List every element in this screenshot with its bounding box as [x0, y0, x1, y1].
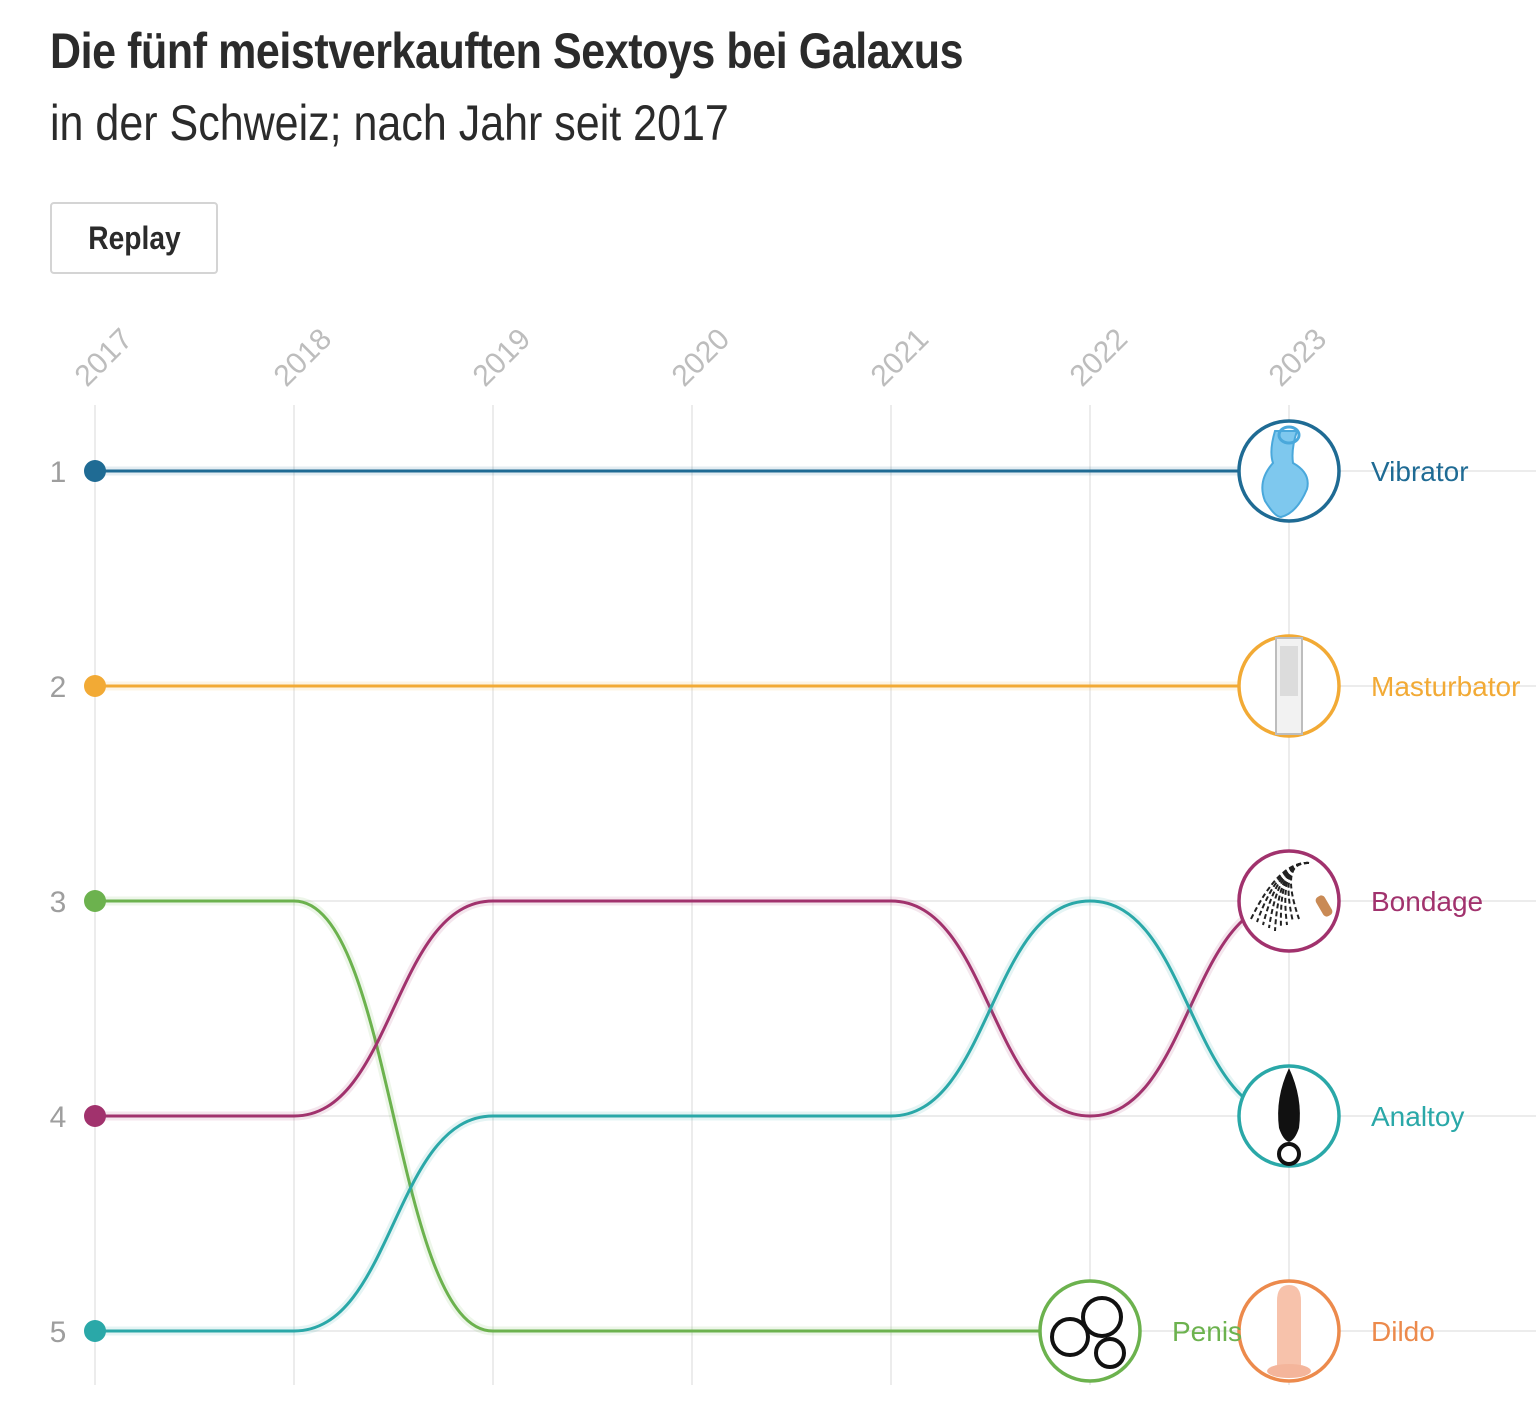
y-tick-2: 2 [50, 671, 67, 704]
y-axis-ticks: 1 2 3 4 5 [50, 456, 67, 1349]
x-tick-2020: 2020 [666, 322, 737, 393]
y-tick-3: 3 [50, 886, 67, 919]
dildo-icon [1237, 1279, 1341, 1383]
ring-0 [1081, 1296, 1123, 1338]
start-dots [84, 460, 106, 1342]
whip-strand [1250, 861, 1310, 920]
series-line-penis [94, 899, 1090, 1333]
series-label-dildo: Dildo [1371, 1316, 1435, 1347]
penis-ring-icon [1038, 1279, 1142, 1383]
x-axis-ticks: 2017 2018 2019 2020 2021 2022 2023 [69, 322, 1334, 393]
vibrator-shape [1261, 430, 1309, 519]
series-label-masturbator: Masturbator [1371, 671, 1520, 702]
anal-plug-icon [1237, 1064, 1341, 1168]
dildo-shaft [1277, 1285, 1301, 1365]
masturbator-texture [1280, 646, 1298, 696]
vibrator-icon [1237, 419, 1341, 523]
series-label-vibrator: Vibrator [1371, 456, 1469, 487]
ring-1 [1050, 1317, 1090, 1357]
whip-strand [1284, 861, 1310, 926]
start-dot-bondage [84, 1105, 106, 1127]
series-line-bondage [95, 899, 1290, 1118]
dildo-base [1267, 1364, 1311, 1378]
vibrator-loop [1277, 425, 1301, 445]
start-dot-vibrator [84, 460, 106, 482]
series-labels: Vibrator Masturbator Penis Bondage Analtoy Di… [1172, 456, 1520, 1347]
end-markers [1038, 419, 1341, 1383]
x-tick-2023: 2023 [1263, 322, 1334, 393]
x-tick-2018: 2018 [268, 322, 339, 393]
whip-strand [1290, 861, 1310, 920]
x-tick-2017: 2017 [69, 322, 140, 393]
chart-subtitle: in der Schweiz; nach Jahr seit 2017 [50, 95, 729, 151]
whip-strand [1287, 861, 1310, 923]
whip-strand [1256, 861, 1310, 923]
ring-2 [1094, 1337, 1126, 1369]
plug-shape [1278, 1068, 1300, 1142]
x-tick-2022: 2022 [1064, 322, 1135, 393]
plug-ring [1277, 1142, 1301, 1166]
masturbator-icon [1237, 634, 1341, 738]
series-label-analtoy: Analtoy [1371, 1101, 1464, 1132]
replay-button-label: Replay [87, 219, 181, 256]
x-tick-2019: 2019 [467, 322, 538, 393]
y-tick-1: 1 [50, 456, 67, 489]
series-label-bondage: Bondage [1371, 886, 1483, 917]
whip-handle [1315, 895, 1333, 917]
whip-icon [1237, 849, 1341, 953]
start-dot-masturbator [84, 675, 106, 697]
start-dot-penis [84, 890, 106, 912]
whip-strand [1279, 861, 1310, 929]
replay-button[interactable]: Replay [50, 202, 218, 274]
series-lines [94, 466, 1290, 1336]
series-label-penis: Penis [1172, 1316, 1242, 1347]
chart-title: Die fünf meistverkauften Sextoys bei Gal… [50, 23, 964, 79]
y-tick-5: 5 [50, 1316, 67, 1349]
series-line-analtoy [95, 899, 1290, 1333]
x-tick-2021: 2021 [865, 322, 936, 393]
y-tick-4: 4 [50, 1101, 67, 1134]
start-dot-analtoy [84, 1320, 106, 1342]
